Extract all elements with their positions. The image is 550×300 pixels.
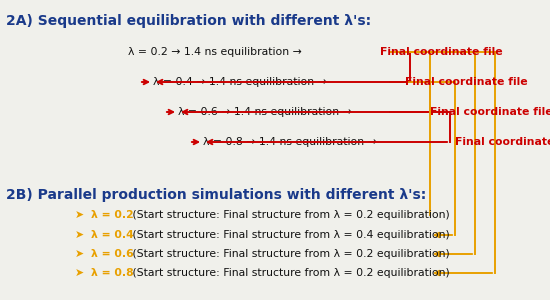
Text: ➤: ➤ (75, 268, 84, 278)
Text: λ = 0.4: λ = 0.4 (91, 230, 134, 240)
Text: (Start structure: Final structure from λ = 0.2 equilibration): (Start structure: Final structure from λ… (129, 268, 450, 278)
Text: Final coordinate file: Final coordinate file (430, 107, 550, 117)
Text: ➤: ➤ (75, 230, 84, 240)
Text: Final coordinate file: Final coordinate file (405, 77, 527, 87)
Text: λ = 0.2: λ = 0.2 (91, 210, 134, 220)
Text: λ = 0.8: λ = 0.8 (91, 268, 134, 278)
Text: (Start structure: Final structure from λ = 0.2 equilibration): (Start structure: Final structure from λ… (129, 210, 450, 220)
Text: 2B) Parallel production simulations with different λ's:: 2B) Parallel production simulations with… (6, 188, 426, 202)
Text: λ = 0.4 → 1.4 ns equilibration →: λ = 0.4 → 1.4 ns equilibration → (153, 77, 330, 87)
Text: ➤: ➤ (75, 249, 84, 259)
Text: 2A) Sequential equilibration with different λ's:: 2A) Sequential equilibration with differ… (6, 14, 371, 28)
Text: λ = 0.6 → 1.4 ns equilibration →: λ = 0.6 → 1.4 ns equilibration → (178, 107, 355, 117)
Text: (Start structure: Final structure from λ = 0.4 equilibration): (Start structure: Final structure from λ… (129, 230, 450, 240)
Text: Final coordinate file: Final coordinate file (455, 137, 550, 147)
Text: λ = 0.2 → 1.4 ns equilibration →: λ = 0.2 → 1.4 ns equilibration → (128, 47, 305, 57)
Text: (Start structure: Final structure from λ = 0.2 equilibration): (Start structure: Final structure from λ… (129, 249, 450, 259)
Text: Final coordinate file: Final coordinate file (380, 47, 503, 57)
Text: ➤: ➤ (75, 210, 84, 220)
Text: λ = 0.6: λ = 0.6 (91, 249, 134, 259)
Text: λ = 0.8 → 1.4 ns equilibration →: λ = 0.8 → 1.4 ns equilibration → (203, 137, 380, 147)
